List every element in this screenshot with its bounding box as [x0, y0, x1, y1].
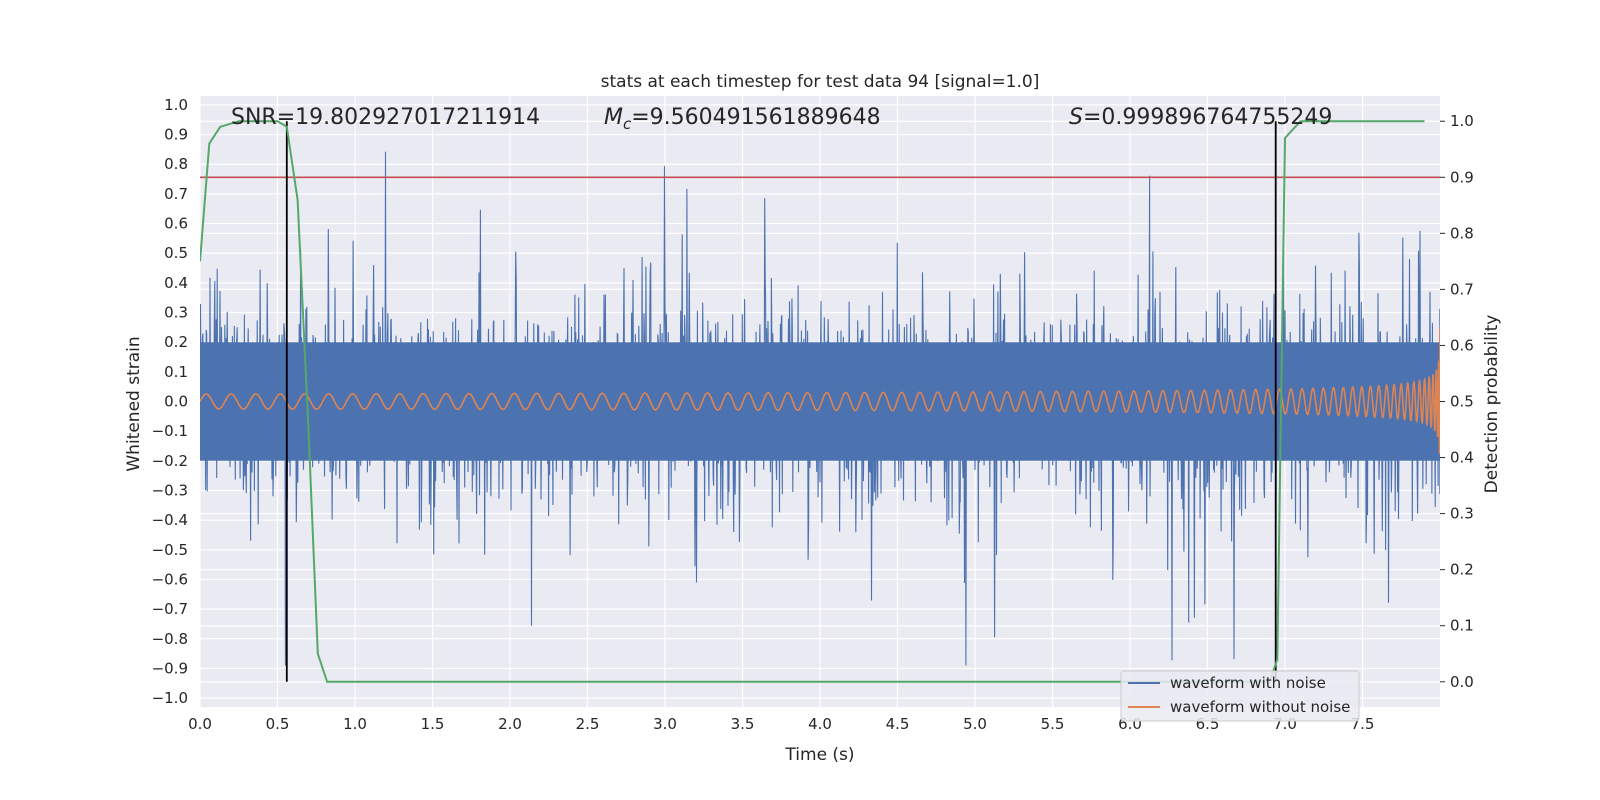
y-tick-label: −0.7	[152, 600, 188, 618]
x-tick-label: 5.0	[963, 715, 987, 733]
series-detection-probability	[200, 120, 1425, 683]
chirp-mass-value: =9.560491561889648	[631, 105, 880, 130]
legend-label-noisy: waveform with noise	[1170, 674, 1326, 692]
y2-tick-label: 0.9	[1450, 168, 1474, 186]
y-tick-label: −0.6	[152, 570, 188, 588]
y2-tick-label: 1.0	[1450, 112, 1474, 130]
x-tick-label: 0.0	[188, 715, 212, 733]
y2-tick-label: 0.1	[1450, 617, 1474, 635]
y2-tick-label: 0.8	[1450, 224, 1474, 242]
y2-tick-label: 0.7	[1450, 280, 1474, 298]
y-tick-label: 0.2	[164, 333, 188, 351]
snr-annotation: SNR=19.802927017211914	[231, 105, 540, 130]
y-tick-label: 0.3	[164, 304, 188, 322]
y2-tick-label: 0.2	[1450, 561, 1474, 579]
y-tick-label: −0.3	[152, 481, 188, 499]
y-tick-label: −0.1	[152, 422, 188, 440]
chirp-mass-subscript: c	[623, 115, 632, 133]
y-tick-label: −0.2	[152, 452, 188, 470]
y-tick-label: 0.8	[164, 155, 188, 173]
x-tick-label: 1.5	[421, 715, 445, 733]
y-axis-ticks: 1.0 0.9 0.8 0.7 0.6 0.5 0.4 0.3 0.2 0.1 0.0 −0.1 −0.…	[152, 96, 188, 707]
y-tick-label: −1.0	[152, 689, 188, 707]
s-value: =0.999896764755249	[1083, 105, 1332, 130]
x-tick-label: 4.0	[808, 715, 832, 733]
y-tick-label: 0.7	[164, 185, 188, 203]
series-clean-line	[200, 327, 1440, 454]
y-tick-label: 0.6	[164, 215, 188, 233]
y-axis-label: Whitened strain	[124, 336, 144, 471]
series-layer	[200, 120, 1440, 683]
legend: waveform with noise waveform without noi…	[1120, 670, 1360, 722]
x-tick-label: 1.0	[343, 715, 367, 733]
x-tick-label: 0.5	[266, 715, 290, 733]
x-tick-label: 4.5	[886, 715, 910, 733]
x-tick-label: 3.0	[653, 715, 677, 733]
y-tick-label: −0.8	[152, 630, 188, 648]
y2-tick-label: 0.0	[1450, 673, 1474, 691]
chirp-mass-annotation: Mc=9.560491561889648	[604, 105, 881, 133]
y-tick-label: −0.4	[152, 511, 188, 529]
x-tick-label: 5.5	[1041, 715, 1065, 733]
x-tick-label: 2.5	[576, 715, 600, 733]
s-symbol: S	[1069, 105, 1083, 130]
legend-label-clean: waveform without noise	[1170, 698, 1350, 716]
y2-tick-label: 0.4	[1450, 449, 1474, 467]
series-noisy-line	[200, 151, 1440, 666]
x-axis-label: Time (s)	[784, 745, 854, 765]
s-annotation: S=0.999896764755249	[1069, 105, 1332, 130]
y-tick-label: 0.5	[164, 244, 188, 262]
chart-title: stats at each timestep for test data 94 …	[601, 72, 1040, 92]
legend-box	[1120, 670, 1360, 722]
y2-tick-label: 0.3	[1450, 505, 1474, 523]
y-tick-label: −0.5	[152, 541, 188, 559]
y-tick-label: 1.0	[164, 96, 188, 114]
y-tick-label: 0.9	[164, 126, 188, 144]
y-tick-label: 0.0	[164, 393, 188, 411]
y2-axis-label: Detection probability	[1482, 315, 1502, 494]
y-tick-label: 0.4	[164, 274, 188, 292]
y2-tick-label: 0.6	[1450, 336, 1474, 354]
y2-tick-label: 0.5	[1450, 393, 1474, 411]
chirp-mass-symbol: M	[604, 105, 623, 130]
x-tick-label: 3.5	[731, 715, 755, 733]
y2-axis-ticks: 1.0 0.9 0.8 0.7 0.6 0.5 0.4 0.3 0.2 0.1 0.0	[1440, 112, 1474, 691]
x-tick-label: 2.0	[498, 715, 522, 733]
y-tick-label: −0.9	[152, 659, 188, 677]
y-tick-label: 0.1	[164, 363, 188, 381]
